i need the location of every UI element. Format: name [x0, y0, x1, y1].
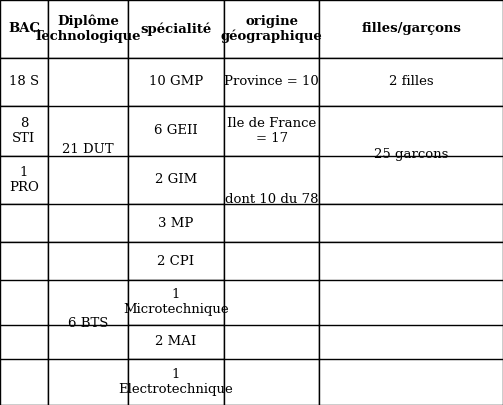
Bar — [128, 0, 224, 58]
Text: 6 GEII: 6 GEII — [154, 124, 198, 137]
Bar — [319, 58, 503, 106]
Bar — [319, 106, 503, 204]
Bar — [224, 58, 319, 106]
Bar — [224, 106, 319, 156]
Bar — [128, 242, 224, 280]
Text: origine
géographique: origine géographique — [221, 15, 322, 43]
Bar — [0, 0, 48, 58]
Text: spécialité: spécialité — [140, 22, 212, 36]
Bar — [0, 58, 48, 106]
Bar — [128, 280, 224, 325]
Bar — [0, 242, 48, 405]
Bar — [128, 204, 224, 242]
Bar — [0, 204, 48, 242]
Text: 1
Electrotechnique: 1 Electrotechnique — [119, 368, 233, 396]
Text: 8
STI: 8 STI — [12, 117, 36, 145]
Text: 2 MAI: 2 MAI — [155, 335, 197, 348]
Text: Province = 10: Province = 10 — [224, 75, 319, 88]
Text: 10 GMP: 10 GMP — [149, 75, 203, 88]
Bar — [224, 156, 319, 242]
Text: 1
Microtechnique: 1 Microtechnique — [123, 288, 229, 316]
Bar — [48, 242, 128, 405]
Text: 6 BTS: 6 BTS — [68, 317, 108, 330]
Text: 2 CPI: 2 CPI — [157, 254, 195, 268]
Bar — [128, 359, 224, 405]
Text: dont 10 du 78: dont 10 du 78 — [225, 193, 318, 206]
Bar — [319, 0, 503, 58]
Bar — [128, 325, 224, 359]
Bar — [48, 58, 128, 242]
Text: 2 filles: 2 filles — [389, 75, 434, 88]
Text: Ile de France
= 17: Ile de France = 17 — [227, 117, 316, 145]
Text: 2 GIM: 2 GIM — [155, 173, 197, 186]
Bar — [128, 58, 224, 106]
Text: 21 DUT: 21 DUT — [62, 143, 114, 156]
Bar — [48, 0, 128, 58]
Bar — [224, 0, 319, 58]
Text: Diplôme
Technologique: Diplôme Technologique — [34, 15, 142, 43]
Bar — [319, 242, 503, 405]
Text: BAC: BAC — [8, 22, 40, 35]
Text: filles/garçons: filles/garçons — [361, 22, 461, 35]
Bar — [128, 156, 224, 204]
Bar — [128, 106, 224, 156]
Text: 18 S: 18 S — [9, 75, 39, 88]
Text: 25 garcons: 25 garcons — [374, 148, 448, 161]
Bar — [319, 204, 503, 242]
Bar — [0, 106, 48, 156]
Text: 3 MP: 3 MP — [158, 217, 194, 230]
Text: 1
PRO: 1 PRO — [9, 166, 39, 194]
Bar — [0, 156, 48, 204]
Bar — [224, 242, 319, 405]
